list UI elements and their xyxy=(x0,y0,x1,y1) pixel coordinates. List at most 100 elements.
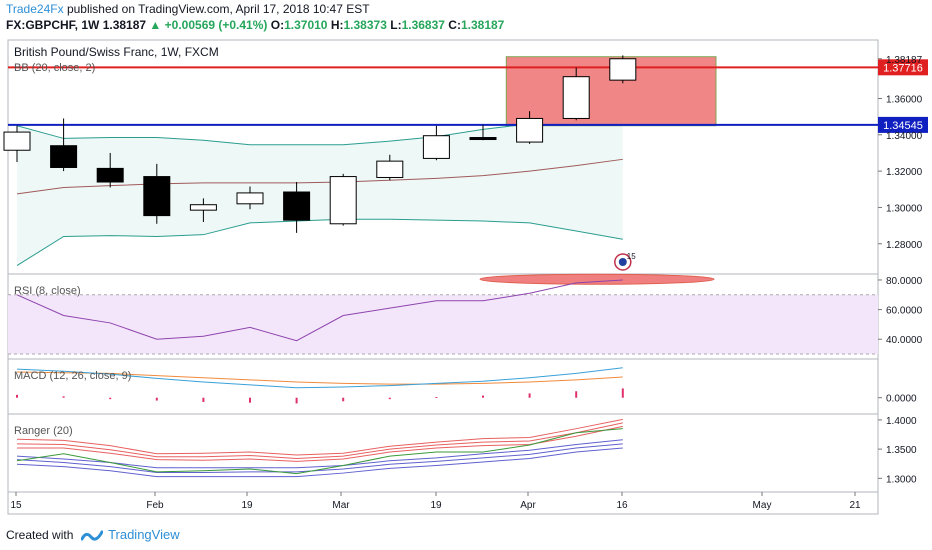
high-label: H: xyxy=(330,18,344,32)
open-value: 1.37010 xyxy=(284,18,328,32)
candle-6 xyxy=(236,186,264,210)
macd-histogram-bar xyxy=(621,388,624,398)
macd-histogram-bar xyxy=(16,394,18,398)
price-tick-label: 1.34000 xyxy=(886,131,923,142)
ranger-blue-line-2 xyxy=(16,443,623,473)
ranger-red-line-1 xyxy=(16,418,623,456)
macd-histogram-bar xyxy=(482,395,484,398)
ranger-tick-label: 1.3000 xyxy=(886,474,917,485)
macd-histogram-bar xyxy=(575,391,578,398)
x-tick-label: 21 xyxy=(849,500,861,511)
macd-histogram-bar xyxy=(388,397,391,400)
candle-2 xyxy=(50,118,78,172)
close-value: 1.38187 xyxy=(460,18,505,32)
candle-10 xyxy=(422,125,450,161)
ranger-blue-line-1 xyxy=(16,439,623,469)
published-text: published on TradingView.com, April 17, … xyxy=(66,2,370,16)
candle-body xyxy=(469,137,497,141)
ranger-red-line-3 xyxy=(17,425,623,462)
candle-8 xyxy=(329,173,357,226)
price-tick-label: 1.30000 xyxy=(886,203,923,214)
candle-body xyxy=(236,192,264,205)
price-tick-label: 1.28000 xyxy=(886,240,923,251)
macd-histogram-bar xyxy=(528,393,531,398)
bb-fill xyxy=(17,118,623,266)
macd-histogram-bar xyxy=(62,396,65,398)
ranger-blue-line-3 xyxy=(16,447,623,478)
publish-line: Trade24Fx published on TradingView.com, … xyxy=(6,2,370,16)
x-tick-label: May xyxy=(753,500,772,511)
price-tick-label: 1.32000 xyxy=(886,167,923,178)
candle-body xyxy=(562,76,590,119)
macd-histogram-bar xyxy=(109,397,112,400)
close-label: C: xyxy=(448,18,461,32)
macd-label: MACD (12, 26, close, 9) xyxy=(14,370,131,382)
candle-body xyxy=(609,58,637,81)
candle-14 xyxy=(609,55,637,84)
support-level-tag xyxy=(878,116,928,133)
macd-histogram-bar xyxy=(342,397,345,402)
candle-body xyxy=(516,117,544,143)
macd-tick-label: 0.0000 xyxy=(886,394,917,405)
macd-histogram-bar xyxy=(155,397,158,401)
candle-4 xyxy=(143,163,171,224)
low-value: 1.36837 xyxy=(401,18,445,32)
low-label: L: xyxy=(390,18,402,32)
x-tick-label: Mar xyxy=(332,500,350,511)
candle-13 xyxy=(562,67,590,121)
ranger-tick-label: 1.4000 xyxy=(886,416,917,427)
open-label: O: xyxy=(270,18,285,32)
candle-body xyxy=(422,135,450,159)
bb-lower-line xyxy=(16,218,623,266)
candle-1 xyxy=(3,125,31,163)
rsi-highlight-ellipse xyxy=(479,273,715,285)
macd-histogram-bar xyxy=(295,397,298,404)
chart-frame xyxy=(7,39,879,515)
author-name[interactable]: Trade24Fx xyxy=(6,2,64,16)
x-tick-label: Feb xyxy=(146,500,164,511)
bb-label: BB (20, close, 2) xyxy=(14,62,95,74)
candle-body xyxy=(189,204,217,211)
rsi-label: RSI (8, close) xyxy=(14,285,81,297)
candle-3 xyxy=(96,152,124,188)
candle-7 xyxy=(283,182,311,233)
event-count: 15 xyxy=(627,252,636,261)
candle-body xyxy=(96,167,124,183)
rsi-tick-label: 80.0000 xyxy=(886,276,923,287)
ranger-label: Ranger (20) xyxy=(14,425,73,437)
x-tick-label: 15 xyxy=(10,500,22,511)
candle-body xyxy=(143,176,171,217)
candle-body xyxy=(3,131,31,151)
candle-body xyxy=(376,160,404,178)
support-level-label: 1.34545 xyxy=(883,120,923,132)
candle-9 xyxy=(376,154,404,181)
price-tick-label: 1.38187 xyxy=(886,55,923,66)
tradingview-logo-icon xyxy=(80,530,104,541)
event-flag-center xyxy=(618,258,627,266)
x-tick-label: 16 xyxy=(616,500,628,511)
x-tick-label: 19 xyxy=(241,500,253,511)
price-pane-title: British Pound/Swiss Franc, 1W, FXCM xyxy=(14,45,219,59)
symbol: FX:GBPCHF, 1W xyxy=(6,18,100,32)
candle-body xyxy=(50,145,78,168)
candle-body xyxy=(283,191,311,221)
x-tick-label: 19 xyxy=(430,500,442,511)
candle-11 xyxy=(469,124,497,141)
footer: Created with TradingView xyxy=(6,527,180,542)
macd-histogram-bar xyxy=(435,397,438,398)
price-tick-label: 1.36000 xyxy=(886,94,923,105)
resistance-level-tag xyxy=(878,59,928,76)
rsi-line xyxy=(16,279,623,342)
resistance-level-label: 1.37716 xyxy=(883,62,923,74)
tradingview-brand[interactable]: TradingView xyxy=(108,527,180,542)
candle-12 xyxy=(516,111,544,144)
candle-body xyxy=(329,176,357,225)
price-change: +0.00569 (+0.41%) xyxy=(164,18,268,32)
up-arrow-icon: ▲ xyxy=(149,18,162,32)
candle-5 xyxy=(189,198,217,222)
macd-histogram-bar xyxy=(202,397,205,402)
rsi-tick-label: 60.0000 xyxy=(886,306,923,317)
rsi-tick-label: 40.0000 xyxy=(886,335,923,346)
rsi-band-fill xyxy=(8,294,878,355)
